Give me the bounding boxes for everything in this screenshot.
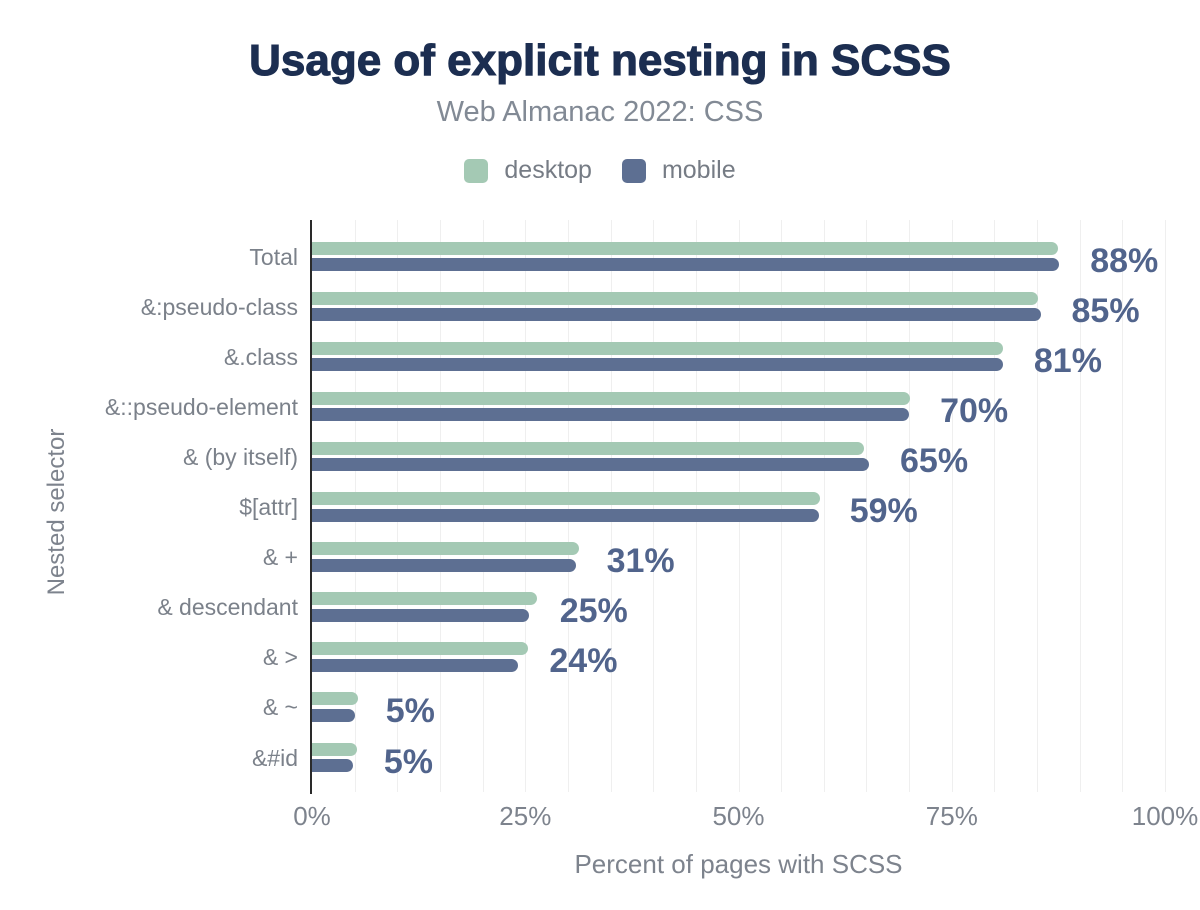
category-label: & ~ (262, 694, 298, 721)
gridline (354, 220, 356, 792)
legend-item-desktop[interactable]: desktop (464, 156, 592, 185)
legend-swatch-mobile (621, 158, 646, 183)
gridline (1037, 220, 1038, 792)
bar-desktop (312, 492, 821, 505)
gridline (781, 220, 783, 792)
bar-mobile (312, 759, 353, 772)
legend-swatch-desktop (464, 158, 489, 183)
bar-mobile (312, 308, 1041, 322)
gridline (695, 220, 697, 792)
value-label: 59% (849, 492, 918, 530)
gridline (1122, 220, 1124, 792)
y-axis-title: Nested selector (43, 428, 70, 596)
gridline (439, 220, 441, 792)
category-label: & > (262, 644, 298, 671)
category-label: & descendant (157, 594, 298, 621)
gridline (653, 220, 655, 792)
value-label: 25% (559, 592, 628, 631)
gridline (866, 220, 868, 792)
gridline (1079, 220, 1081, 792)
chart-subtitle: Web Almanac 2022: CSS (436, 96, 764, 128)
bar-mobile (312, 658, 519, 672)
x-tick-label: 0% (293, 801, 331, 831)
category-label: &#id (251, 744, 298, 771)
value-label: 5% (383, 742, 434, 781)
bar-desktop (312, 341, 1003, 355)
bar-mobile (312, 608, 529, 622)
bar-desktop (312, 592, 538, 606)
gridline (397, 220, 399, 792)
bar-desktop (312, 441, 864, 455)
value-label: 24% (549, 642, 618, 681)
bar-mobile (312, 358, 1003, 372)
legend: desktop mobile (0, 156, 1200, 185)
bar-desktop (312, 542, 579, 556)
x-tick-label: 75% (925, 801, 978, 831)
category-label: $[attr] (239, 494, 298, 520)
gridline (909, 220, 911, 792)
legend-label-mobile: mobile (661, 156, 736, 184)
legend-label-desktop: desktop (504, 156, 592, 184)
legend-item-mobile[interactable]: mobile (621, 156, 736, 185)
bar-mobile (312, 508, 819, 522)
category-label: & (by itself) (182, 443, 298, 470)
gridline (994, 220, 996, 792)
category-label: &::pseudo-element (104, 393, 298, 420)
bar-mobile (312, 258, 1060, 271)
gridline (567, 220, 569, 792)
value-label: 5% (385, 692, 435, 731)
plot-area: Total 88%&:pseudo-class 85%&.class 81%&::ps… (105, 220, 1166, 794)
value-label: 65% (900, 441, 969, 480)
value-label: 70% (940, 391, 1009, 430)
bar-mobile (312, 558, 576, 572)
gridline (823, 220, 825, 792)
value-label: 85% (1071, 291, 1140, 330)
value-label: 88% (1090, 241, 1159, 280)
bar-desktop (312, 391, 910, 405)
x-tick-label: 100% (1131, 801, 1199, 831)
gridline (1165, 220, 1166, 792)
gridline (525, 220, 527, 792)
bar-desktop (312, 692, 359, 706)
category-label: & + (262, 544, 298, 571)
bar-desktop (312, 291, 1038, 305)
category-label: &.class (223, 343, 298, 370)
x-axis-title: Percent of pages with SCSS (574, 849, 903, 879)
category-label: Total (249, 243, 298, 270)
gridline (610, 220, 612, 792)
bar-desktop (312, 241, 1059, 255)
category-label: &:pseudo-class (140, 293, 298, 320)
bar-desktop (312, 642, 528, 656)
value-label: 31% (606, 542, 675, 581)
bar-mobile (312, 458, 869, 472)
chart-title: Usage of explicit nesting in SCSS (249, 36, 952, 85)
value-label: 81% (1033, 341, 1102, 380)
x-tick-label: 50% (712, 801, 765, 831)
gridline (482, 220, 484, 792)
bar-mobile (312, 408, 910, 422)
gridline (738, 220, 740, 792)
bar-desktop (312, 742, 358, 756)
gridline (951, 220, 953, 792)
y-axis-line (310, 220, 312, 794)
x-tick-label: 25% (499, 801, 552, 831)
bar-mobile (312, 708, 355, 722)
